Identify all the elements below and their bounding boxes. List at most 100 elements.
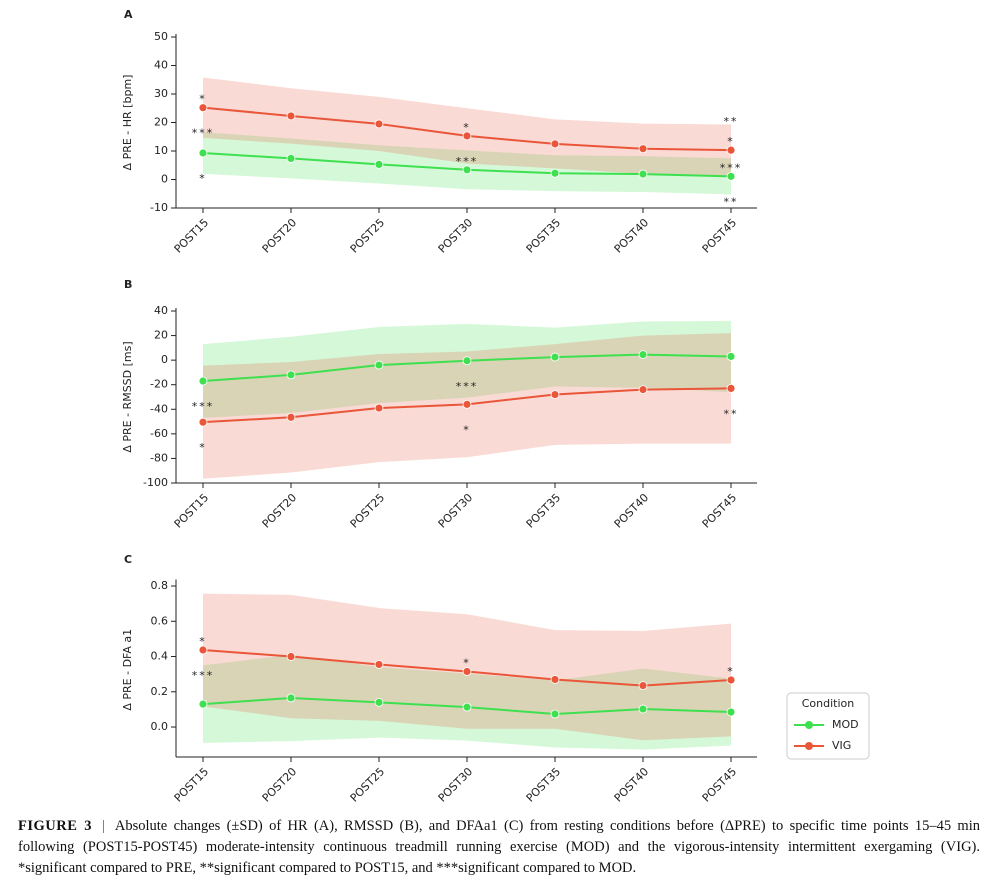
significance-marker: * — [463, 423, 471, 436]
data-point — [550, 709, 560, 719]
x-tick-label: POST15 — [172, 216, 212, 256]
significance-marker: *** — [456, 380, 479, 393]
panel-label: C — [124, 553, 132, 566]
data-point — [374, 403, 384, 413]
significance-marker: * — [199, 441, 207, 454]
y-tick-label: 40 — [154, 304, 168, 317]
data-point — [726, 707, 736, 717]
data-point — [462, 667, 472, 676]
y-tick-label: 0 — [161, 353, 168, 366]
legend-label: MOD — [832, 718, 859, 731]
data-point — [198, 417, 208, 427]
caption: FIGURE 3 | Absolute changes (±SD) of HR (A… — [18, 816, 980, 879]
significance-marker: ** — [724, 195, 739, 208]
data-point — [638, 385, 648, 395]
y-tick-label: 40 — [154, 59, 168, 72]
data-point — [726, 675, 736, 685]
significance-marker: *** — [720, 161, 743, 174]
data-point — [198, 376, 208, 386]
y-tick-label: -80 — [150, 451, 168, 464]
legend-marker — [805, 721, 813, 729]
x-tick-label: POST15 — [172, 765, 212, 805]
significance-marker: * — [463, 121, 471, 134]
data-point — [198, 103, 208, 113]
y-tick-label: 0.2 — [151, 685, 169, 698]
significance-marker: * — [727, 135, 735, 148]
significance-marker: * — [727, 665, 735, 678]
data-point — [374, 159, 384, 169]
significance-marker: *** — [192, 127, 215, 140]
x-tick-label: POST30 — [436, 216, 476, 256]
data-point — [726, 352, 736, 361]
y-tick-label: 20 — [154, 329, 168, 342]
data-point — [198, 699, 208, 709]
data-point — [638, 681, 648, 691]
data-point — [198, 645, 208, 655]
significance-marker: *** — [192, 400, 215, 413]
data-point — [550, 352, 560, 362]
significance-marker: * — [199, 172, 207, 185]
data-point — [550, 675, 560, 684]
panel-label: B — [124, 278, 132, 291]
x-tick-label: POST30 — [436, 491, 476, 531]
data-point — [286, 370, 296, 380]
data-point — [462, 165, 472, 175]
x-tick-label: POST20 — [260, 491, 300, 531]
x-tick-label: POST45 — [700, 216, 740, 256]
data-point — [726, 171, 736, 181]
data-point — [286, 693, 296, 703]
data-point — [638, 704, 648, 714]
data-point — [374, 119, 384, 129]
y-axis-label: Δ PRE - DFA a1 — [121, 629, 134, 711]
y-tick-label: 20 — [154, 116, 168, 129]
x-tick-label: POST40 — [612, 491, 652, 531]
data-point — [462, 702, 472, 712]
data-point — [286, 652, 296, 661]
data-point — [638, 169, 648, 179]
data-point — [286, 111, 296, 121]
data-point — [286, 154, 296, 163]
data-point — [462, 399, 472, 409]
significance-marker: * — [199, 93, 207, 106]
data-point — [550, 168, 560, 178]
sd-band — [203, 320, 731, 418]
caption-text: Absolute changes (±SD) of HR (A), RMSSD … — [18, 818, 980, 876]
data-point — [550, 390, 560, 399]
data-point — [374, 697, 384, 707]
data-point — [374, 360, 384, 370]
y-axis-label: Δ PRE - RMSSD [ms] — [121, 341, 134, 452]
figure: A Δ PRE - HR [bpm] -10 0 10 20 30 40 50 POST15 POS… — [121, 8, 870, 805]
significance-marker: *** — [456, 155, 479, 168]
significance-marker: *** — [192, 669, 215, 682]
x-tick-label: POST20 — [260, 765, 300, 805]
panel-label: A — [124, 8, 133, 21]
data-point — [638, 350, 648, 360]
x-tick-label: POST15 — [172, 491, 212, 531]
legend-marker — [805, 742, 813, 750]
y-tick-label: 10 — [154, 144, 168, 157]
x-tick-label: POST35 — [524, 216, 564, 256]
data-point — [726, 145, 736, 155]
data-point — [638, 144, 648, 154]
y-tick-label: -40 — [150, 402, 168, 415]
data-point — [374, 660, 384, 669]
data-point — [462, 131, 472, 141]
sd-band — [203, 593, 731, 741]
sd-band — [203, 654, 731, 750]
y-axis-label: Δ PRE - HR [bpm] — [121, 75, 134, 171]
caption-separator: | — [101, 818, 105, 834]
y-tick-label: -10 — [150, 201, 168, 214]
x-tick-label: POST40 — [612, 765, 652, 805]
x-tick-label: POST35 — [524, 765, 564, 805]
sd-band — [203, 77, 731, 176]
y-tick-label: 0.4 — [151, 650, 169, 663]
x-tick-label: POST45 — [700, 491, 740, 531]
legend-title: Condition — [802, 697, 855, 710]
y-tick-label: 0 — [161, 173, 168, 186]
y-tick-label: 30 — [154, 87, 168, 100]
x-tick-label: POST25 — [348, 491, 388, 531]
y-tick-label: 0.8 — [151, 579, 169, 592]
y-tick-label: 50 — [154, 30, 168, 43]
x-tick-label: POST40 — [612, 216, 652, 256]
